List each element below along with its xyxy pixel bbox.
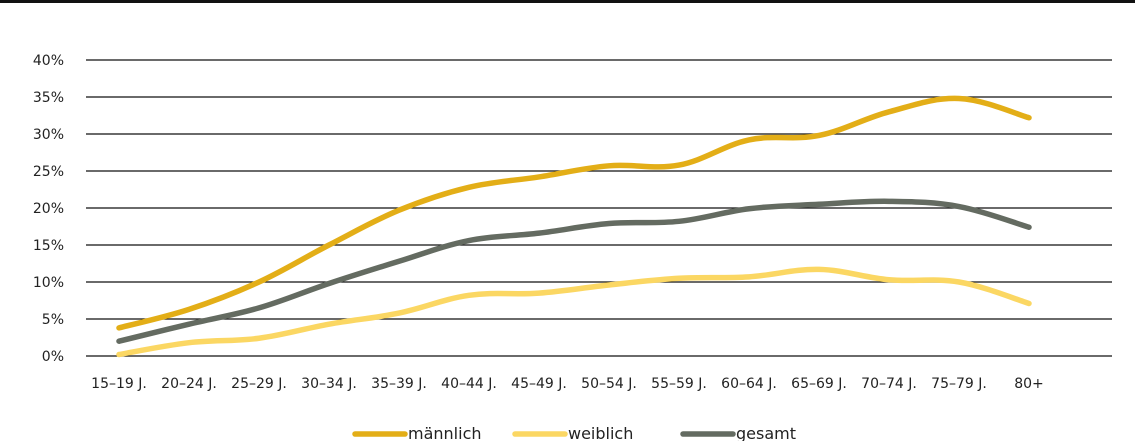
y-tick-label: 10% <box>33 275 64 291</box>
x-tick-label: 45–49 J. <box>511 376 567 392</box>
top-rule <box>0 0 1135 3</box>
legend-label: männlich <box>408 424 482 441</box>
x-tick-label: 70–74 J. <box>861 376 917 392</box>
series-line-3 <box>116 198 1032 344</box>
y-axis-tick-labels: 0% 5% 10% 15% 20% 25% 30% 35% 40% <box>33 53 64 365</box>
y-tick-label: 40% <box>33 53 64 69</box>
x-tick-label: 40–44 J. <box>441 376 497 392</box>
x-tick-label: 25–29 J. <box>231 376 287 392</box>
y-tick-label: 25% <box>33 164 64 180</box>
x-tick-label: 80+ <box>1014 376 1044 392</box>
x-tick-label: 55–59 J. <box>651 376 707 392</box>
y-tick-label: 15% <box>33 238 64 254</box>
series-lines <box>116 95 1032 358</box>
series-line-1 <box>116 95 1032 331</box>
y-tick-label: 30% <box>33 127 64 143</box>
x-tick-label: 65–69 J. <box>791 376 847 392</box>
y-tick-label: 5% <box>42 312 64 328</box>
y-tick-label: 35% <box>33 90 64 106</box>
y-tick-label: 20% <box>33 201 64 217</box>
x-tick-label: 20–24 J. <box>161 376 217 392</box>
x-axis-tick-labels: 15–19 J. 20–24 J. 25–29 J. 30–34 J. 35–39 J.… <box>91 376 1044 392</box>
x-tick-label: 30–34 J. <box>301 376 357 392</box>
series-line-2 <box>116 266 1032 358</box>
legend-label: weiblich <box>568 424 633 441</box>
x-tick-label: 50–54 J. <box>581 376 637 392</box>
legend-label: gesamt <box>736 424 796 441</box>
x-tick-label: 15–19 J. <box>91 376 147 392</box>
x-tick-label: 75–79 J. <box>931 376 987 392</box>
x-tick-label: 60–64 J. <box>721 376 777 392</box>
y-tick-label: 0% <box>42 349 64 365</box>
legend: männlich weiblich gesamt <box>352 424 796 441</box>
x-tick-label: 35–39 J. <box>371 376 427 392</box>
